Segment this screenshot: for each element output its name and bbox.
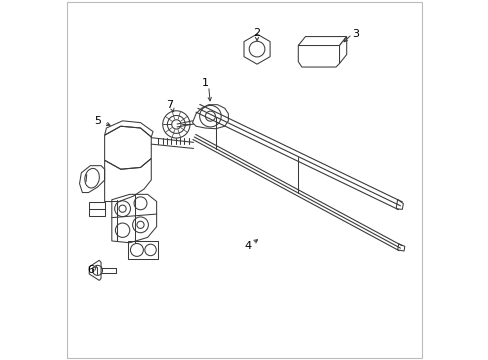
Text: 6: 6 <box>86 265 94 275</box>
Polygon shape <box>89 260 101 280</box>
Text: 3: 3 <box>351 29 358 39</box>
Text: 2: 2 <box>253 28 260 38</box>
Polygon shape <box>298 42 339 67</box>
Text: 5: 5 <box>95 116 102 126</box>
Polygon shape <box>339 37 346 63</box>
Polygon shape <box>298 37 346 45</box>
Polygon shape <box>395 199 403 210</box>
Text: 1: 1 <box>201 78 208 88</box>
Text: 4: 4 <box>244 241 251 251</box>
Polygon shape <box>397 244 404 251</box>
Text: 7: 7 <box>165 100 172 111</box>
